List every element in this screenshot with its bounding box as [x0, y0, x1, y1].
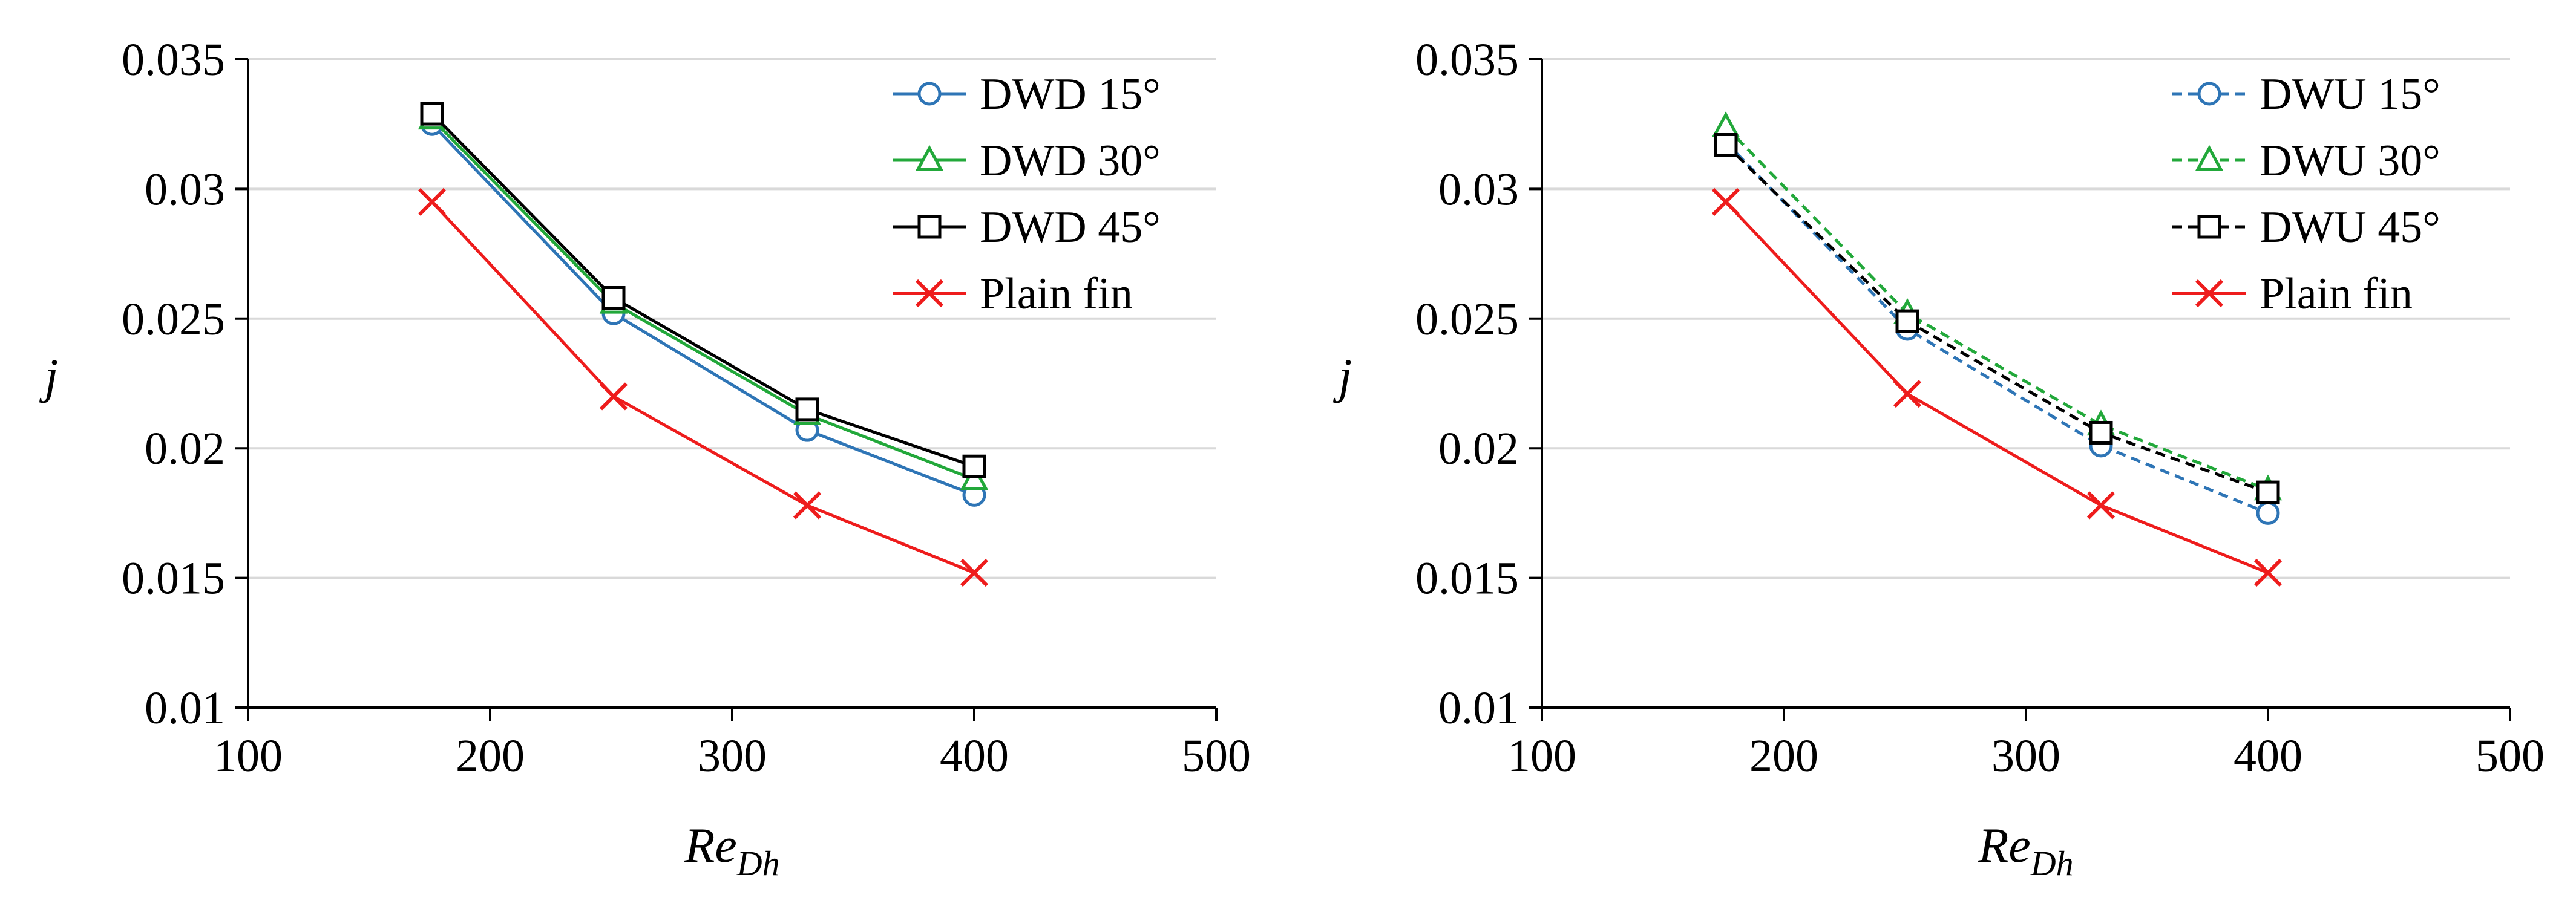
chart0-legend-marker-dwd-45 [917, 215, 942, 239]
chart1-point-dwu-15 [2256, 501, 2280, 525]
chart1-y-tick-label: 0.02 [1438, 423, 1519, 474]
chart0-point-dwd-45 [601, 285, 626, 310]
chart0-y-tick-label: 0.03 [145, 164, 225, 215]
chart0-y-tick-label: 0.01 [145, 683, 225, 734]
chart0-x-tick-label: 100 [214, 731, 283, 781]
chart0-legend-marker-dwd-30 [915, 145, 944, 171]
chart0-series-line-dwd-30 [431, 117, 975, 481]
chart1-x-tick-label: 400 [2234, 731, 2302, 781]
chart1-y-tick-label: 0.035 [1415, 34, 1519, 85]
chart-dwd: 0.01 0.015 0.02 0.025 0.03 0.035 100 200 300 400 5… [39, 34, 1251, 883]
chart0-legend-marker-dwd-15 [917, 82, 942, 106]
chart1-y-axis-label: j [1333, 348, 1352, 403]
chart0-x-axis-label: ReDh [684, 818, 779, 883]
chart1-x-tick-label: 300 [1991, 731, 2060, 781]
chart1-legend-label-plain-fin: Plain fin [2260, 269, 2413, 319]
chart1-legend-label-dwu-15: DWU 15° [2260, 70, 2440, 119]
chart1-point-dwu-45 [1714, 133, 1738, 157]
chart0-legend: DWD 15° DWD 30° DWD 45° Plain fin [893, 70, 1161, 319]
chart-dwu: 0.01 0.015 0.02 0.025 0.03 0.035 100 200 300 400 5… [1333, 34, 2545, 883]
chart0-y-tick-label: 0.02 [145, 423, 225, 474]
chart0-legend-label-dwd-15: DWD 15° [980, 70, 1161, 119]
chart0-y-tick-label: 0.015 [122, 553, 225, 604]
chart1-x-tick-label: 500 [2476, 731, 2545, 781]
chart0-point-dwd-45 [795, 397, 819, 422]
chart0-point-dwd-45 [962, 454, 986, 478]
chart0-y-tick-label: 0.035 [122, 34, 225, 85]
chart1-point-dwu-45 [1895, 309, 1919, 333]
chart1-legend-marker-plain-fin [2195, 279, 2224, 308]
chart1-point-plain-fin [2253, 558, 2283, 587]
chart1-x-tick-label: 200 [1749, 731, 1818, 781]
chart1-y-tick-label: 0.025 [1415, 294, 1519, 345]
chart0-series-line-plain-fin [431, 201, 975, 575]
chart0-legend-label-plain-fin: Plain fin [980, 269, 1133, 319]
chart0-legend-marker-plain-fin [915, 279, 944, 308]
chart0-x-tick-label: 400 [940, 731, 1009, 781]
chart0-point-dwd-45 [420, 102, 444, 126]
chart1-x-axis-label: ReDh [1978, 818, 2073, 883]
chart1-legend-marker-dwu-30 [2195, 145, 2224, 171]
chart0-point-plain-fin [599, 382, 628, 411]
chart0-point-plain-fin [960, 558, 989, 587]
chart0-y-axis-label: j [39, 348, 59, 403]
chart1-y-tick-label: 0.01 [1438, 683, 1519, 734]
chart1-legend-label-dwu-30: DWU 30° [2260, 136, 2440, 186]
chart1-series-line-plain-fin [1725, 201, 2269, 575]
chart1-legend: DWU 15° DWU 30° DWU 45° Plain fin [2172, 70, 2440, 319]
chart0-legend-label-dwd-30: DWD 30° [980, 136, 1161, 186]
chart1-point-dwu-45 [2256, 480, 2280, 504]
chart1-point-dwu-30 [1711, 111, 1740, 137]
chart1-legend-marker-dwu-45 [2197, 215, 2221, 239]
chart1-point-dwu-45 [2089, 420, 2113, 445]
chart0-series-line-dwd-45 [431, 112, 975, 468]
chart1-point-plain-fin [1711, 187, 1740, 216]
chart0-series-line-dwd-15 [431, 123, 975, 497]
chart1-series-line-dwu-45 [1725, 143, 2269, 494]
chart0-y-tick-label: 0.025 [122, 294, 225, 345]
chart0-x-tick-label: 500 [1182, 731, 1251, 781]
chart1-y-tick-label: 0.015 [1415, 553, 1519, 604]
chart0-x-tick-label: 200 [456, 731, 525, 781]
chart0-x-tick-label: 300 [698, 731, 767, 781]
chart0-legend-label-dwd-45: DWD 45° [980, 203, 1161, 252]
chart1-y-tick-label: 0.03 [1438, 164, 1519, 215]
chart1-x-tick-label: 100 [1507, 731, 1576, 781]
chart1-point-plain-fin [2086, 491, 2116, 520]
chart1-point-plain-fin [1893, 380, 1922, 408]
chart1-series-line-dwu-30 [1725, 125, 2269, 492]
chart1-legend-marker-dwu-15 [2197, 82, 2221, 106]
chart1-legend-label-dwu-45: DWU 45° [2260, 203, 2440, 252]
chart0-point-plain-fin [793, 491, 822, 520]
chart1-series-line-dwu-15 [1725, 141, 2269, 515]
chart0-point-plain-fin [418, 187, 447, 216]
